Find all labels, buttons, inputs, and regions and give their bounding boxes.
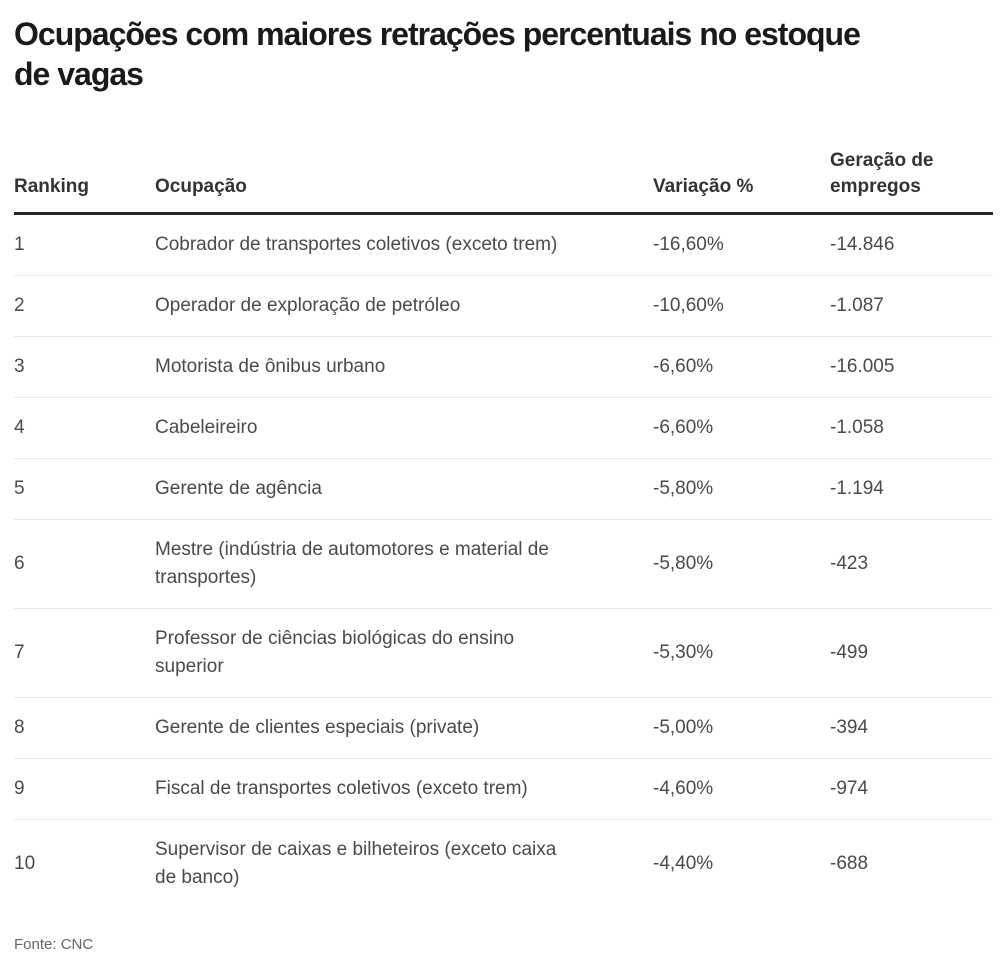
jobs-generated-cell: -423 bbox=[830, 553, 869, 574]
ranking-cell: 5 bbox=[14, 478, 25, 499]
table-row: 6 Mestre (indústria de automotores e mat… bbox=[14, 520, 993, 609]
occupation-cell: Professor de ciências biológicas do ensi… bbox=[155, 628, 515, 677]
occupation-cell: Cobrador de transportes coletivos (excet… bbox=[155, 234, 558, 255]
table-row: 5 Gerente de agência -5,80% -1.194 bbox=[14, 459, 993, 520]
ranking-cell: 6 bbox=[14, 553, 25, 574]
column-header-ranking: Ranking bbox=[14, 176, 89, 197]
source-label: Fonte: CNC bbox=[14, 936, 94, 953]
jobs-generated-cell: -974 bbox=[830, 778, 869, 799]
page-title: Ocupações com maiores retrações percentu… bbox=[14, 16, 861, 92]
jobs-generated-cell: -394 bbox=[830, 717, 869, 738]
occupation-cell: Cabeleireiro bbox=[155, 417, 258, 438]
variation-cell: -10,60% bbox=[653, 295, 724, 316]
column-header-occupation: Ocupação bbox=[155, 176, 247, 197]
table-body: 1 Cobrador de transportes coletivos (exc… bbox=[14, 215, 993, 908]
variation-cell: -4,40% bbox=[653, 853, 714, 874]
table-row: 2 Operador de exploração de petróleo -10… bbox=[14, 276, 993, 337]
table-row: 1 Cobrador de transportes coletivos (exc… bbox=[14, 215, 993, 276]
jobs-generated-cell: -1.058 bbox=[830, 417, 884, 438]
jobs-generated-cell: -1.194 bbox=[830, 478, 884, 499]
occupation-cell: Gerente de agência bbox=[155, 478, 322, 499]
variation-cell: -16,60% bbox=[653, 234, 724, 255]
table-row: 3 Motorista de ônibus urbano -6,60% -16.… bbox=[14, 337, 993, 398]
ranking-cell: 9 bbox=[14, 778, 25, 799]
jobs-generated-cell: -16.005 bbox=[830, 356, 895, 377]
occupation-cell: Operador de exploração de petróleo bbox=[155, 295, 461, 316]
variation-cell: -6,60% bbox=[653, 417, 714, 438]
jobs-generated-cell: -688 bbox=[830, 853, 869, 874]
occupation-cell: Fiscal de transportes coletivos (exceto … bbox=[155, 778, 528, 799]
variation-cell: -4,60% bbox=[653, 778, 714, 799]
variation-cell: -5,80% bbox=[653, 553, 714, 574]
variation-cell: -5,80% bbox=[653, 478, 714, 499]
ranking-cell: 3 bbox=[14, 356, 25, 377]
table-row: 4 Cabeleireiro -6,60% -1.058 bbox=[14, 398, 993, 459]
ranking-cell: 10 bbox=[14, 853, 36, 874]
table-header-row: Ranking Ocupação Variação % Geração de e… bbox=[14, 148, 993, 215]
column-header-variation: Variação % bbox=[653, 176, 754, 197]
ranking-cell: 2 bbox=[14, 295, 25, 316]
variation-cell: -5,00% bbox=[653, 717, 714, 738]
ranking-cell: 7 bbox=[14, 642, 25, 663]
occupation-cell: Gerente de clientes especiais (private) bbox=[155, 717, 480, 738]
jobs-generated-cell: -1.087 bbox=[830, 295, 884, 316]
ranking-cell: 4 bbox=[14, 417, 25, 438]
table-row: 10 Supervisor de caixas e bilheteiros (e… bbox=[14, 820, 993, 908]
ranking-cell: 1 bbox=[14, 234, 25, 255]
occupation-cell: Supervisor de caixas e bilheteiros (exce… bbox=[155, 839, 557, 888]
table-row: 9 Fiscal de transportes coletivos (excet… bbox=[14, 759, 993, 820]
occupation-cell: Mestre (indústria de automotores e mater… bbox=[155, 539, 549, 588]
jobs-generated-cell: -499 bbox=[830, 642, 869, 663]
jobs-generated-cell: -14.846 bbox=[830, 234, 895, 255]
column-header-jobs-generated: Geração de empregos bbox=[830, 150, 934, 197]
variation-cell: -5,30% bbox=[653, 642, 714, 663]
ranking-cell: 8 bbox=[14, 717, 25, 738]
table-row: 7 Professor de ciências biológicas do en… bbox=[14, 609, 993, 698]
retractions-table: Ranking Ocupação Variação % Geração de e… bbox=[14, 148, 993, 908]
variation-cell: -6,60% bbox=[653, 356, 714, 377]
table-row: 8 Gerente de clientes especiais (private… bbox=[14, 698, 993, 759]
occupation-cell: Motorista de ônibus urbano bbox=[155, 356, 386, 377]
